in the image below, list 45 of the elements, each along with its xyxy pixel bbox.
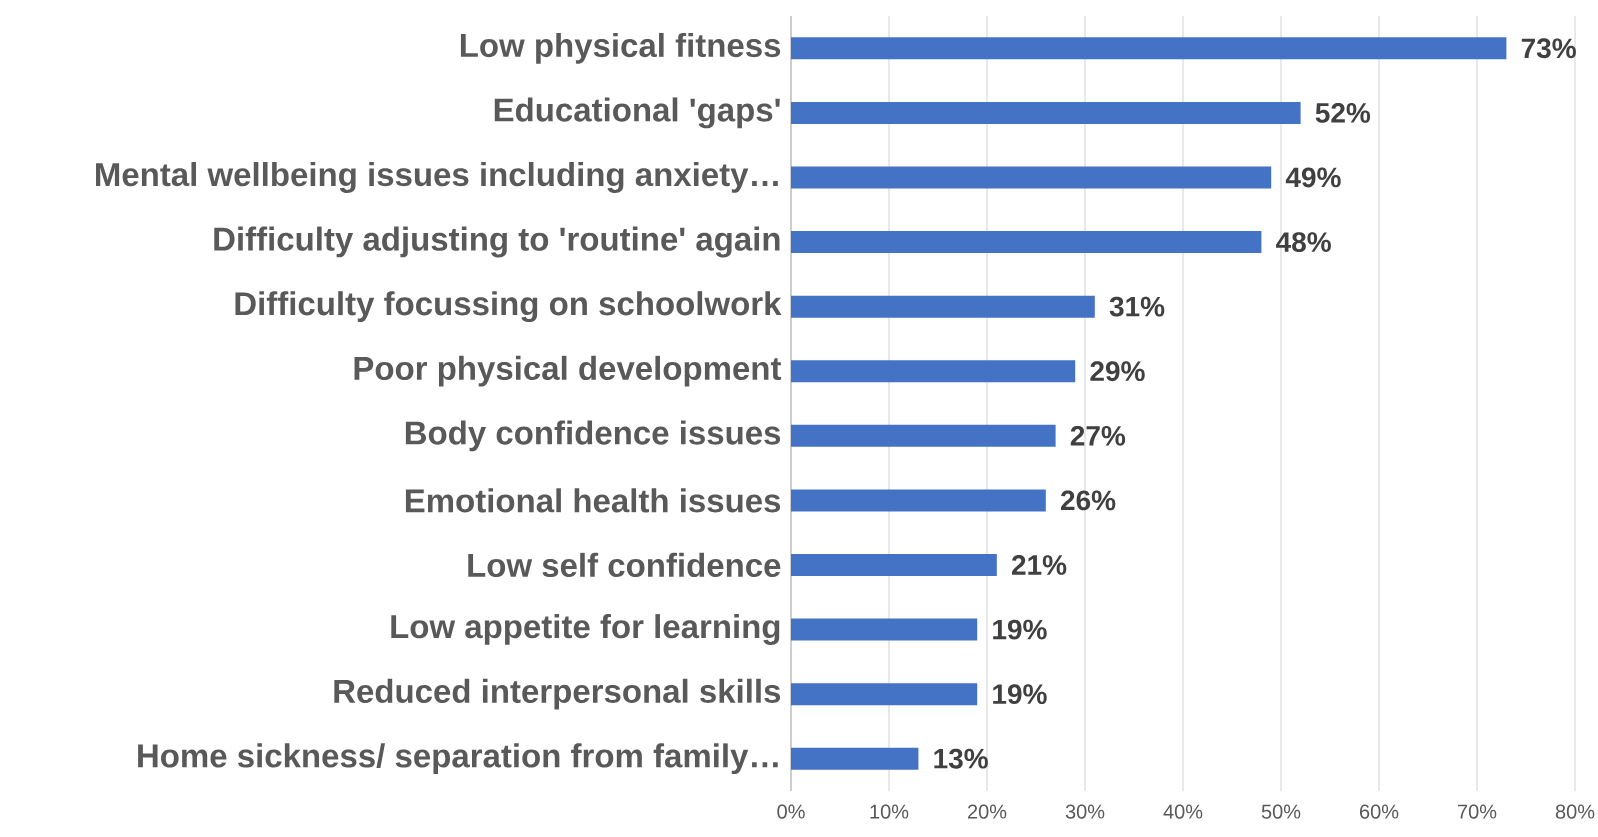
x-tick-label: 70% xyxy=(1458,804,1497,819)
data-label: 26% xyxy=(1060,490,1116,511)
data-label: 27% xyxy=(1070,425,1126,446)
data-label: 48% xyxy=(1276,232,1331,252)
y-tick-label: Reduced interpersonal skills xyxy=(334,678,781,710)
y-tick-label: Mental wellbeing issues including anxiety… xyxy=(96,162,778,193)
bar xyxy=(791,166,1272,189)
x-tick-label: 60% xyxy=(1360,804,1399,819)
x-tick-label: 30% xyxy=(1065,804,1105,819)
bar xyxy=(791,37,1507,60)
x-tick-label: 0% xyxy=(777,804,805,819)
bar xyxy=(791,295,1095,318)
y-tick-label: Home sickness/ separation from family… xyxy=(138,743,778,775)
bar xyxy=(791,360,1076,383)
data-label: 21% xyxy=(1011,555,1067,575)
y-tick-label: Low appetite for learning xyxy=(391,614,780,646)
y-tick-label: Difficulty adjusting to 'routine' again xyxy=(214,226,780,258)
data-label: 52% xyxy=(1315,102,1371,123)
x-tick-label: 20% xyxy=(967,804,1007,819)
x-tick-label: 40% xyxy=(1163,804,1203,819)
data-label: 73% xyxy=(1521,38,1576,59)
y-tick-label: Body confidence issues xyxy=(405,420,781,452)
bar xyxy=(791,618,978,641)
y-tick-label: Educational 'gaps' xyxy=(494,97,780,129)
y-tick-label: Emotional health issues xyxy=(405,488,781,513)
x-tick-label: 10% xyxy=(870,804,909,819)
y-tick-label: Low self confidence xyxy=(468,552,781,578)
y-tick-label: Poor physical development xyxy=(354,355,782,387)
data-label: 31% xyxy=(1109,296,1165,317)
x-tick-label: 50% xyxy=(1261,804,1301,819)
data-label: 19% xyxy=(993,684,1047,705)
y-tick-label: Low physical fitness xyxy=(460,32,781,64)
x-tick-label: 80% xyxy=(1555,804,1595,819)
data-label: 13% xyxy=(934,748,988,769)
bar xyxy=(791,683,978,706)
bar xyxy=(791,489,1046,512)
data-label: 49% xyxy=(1285,167,1341,188)
data-label: 19% xyxy=(993,619,1047,640)
y-tick-label: Difficulty focussing on schoolwork xyxy=(235,291,782,323)
data-label: 29% xyxy=(1090,361,1145,382)
bar xyxy=(791,231,1262,254)
bar xyxy=(791,101,1301,124)
bar xyxy=(791,553,997,576)
bar xyxy=(791,424,1056,447)
bar xyxy=(791,747,919,770)
